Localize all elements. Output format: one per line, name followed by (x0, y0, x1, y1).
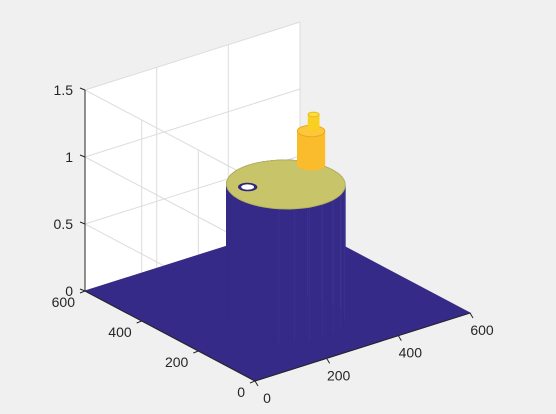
front-axes-lines (79, 87, 474, 387)
cylinder-side-facet (238, 198, 244, 336)
cylinder-side-facet (326, 200, 331, 338)
cylinder-side-facet (273, 207, 280, 344)
cylinder-top-cap (226, 159, 346, 210)
cylinder-side-facet (249, 203, 256, 340)
z-tick-label: 1.5 (54, 82, 74, 98)
y-tick-label: 0 (237, 384, 245, 400)
y-tick-labels: 0 200 400 600 (52, 294, 246, 400)
y-tick-mark (79, 290, 86, 294)
cylinder-side-facet (288, 208, 295, 344)
cylinder-side-facet (318, 203, 324, 340)
y-axis-line (84, 290, 256, 382)
cylinder-side-facet (308, 205, 315, 342)
surface (83, 111, 472, 382)
cylinder-side-facet (263, 206, 270, 343)
x-tick-mark (469, 312, 474, 319)
y-tick-mark (249, 380, 256, 384)
z-tick-mark (79, 87, 86, 91)
z-tick-label: 0.5 (54, 216, 74, 232)
y-tick-mark (136, 320, 142, 324)
cylinder-side-facet (235, 196, 240, 335)
z-tick-label: 1 (65, 149, 73, 165)
cylinder-side-facet (258, 205, 265, 342)
cylinder-side-facet (283, 208, 290, 344)
cylinder-side-facet (268, 207, 275, 343)
y-tick-label: 200 (165, 354, 189, 370)
x-tick-mark (254, 380, 259, 387)
cylinder-side-facet (304, 206, 310, 343)
cylinder-side-facet (293, 207, 300, 344)
cylinder-side-facet (245, 201, 251, 339)
x-tick-label: 0 (263, 390, 271, 406)
y-tick-label: 600 (52, 294, 76, 310)
cylinder-side-facet (322, 202, 328, 339)
x-tick-label: 400 (399, 345, 423, 361)
x-tick-label: 200 (327, 367, 351, 383)
z-tick-mark (79, 221, 86, 225)
cylinder-side-facet (299, 207, 305, 343)
x-axis-line (254, 312, 471, 382)
z-tick-label: 0 (65, 283, 73, 299)
peak-top-cap (307, 111, 320, 118)
x-tick-labels: 0 200 400 600 (263, 322, 494, 406)
z-tick-labels: 0 0.5 1 1.5 (54, 82, 74, 299)
cylinder-side-facet (254, 204, 260, 341)
cylinder-hole-inner (241, 184, 254, 190)
z-tick-mark (79, 288, 86, 292)
x-tick-mark (397, 335, 402, 341)
x-tick-label: 600 (470, 322, 494, 338)
x-tick-mark (326, 358, 331, 364)
cylinder-side-facet (313, 204, 319, 341)
cylinder-side-facet (278, 208, 285, 344)
y-tick-mark (193, 350, 199, 354)
y-tick-label: 400 (108, 324, 132, 340)
z-tick-mark (79, 154, 86, 158)
cylinder-side-facet (242, 200, 247, 337)
